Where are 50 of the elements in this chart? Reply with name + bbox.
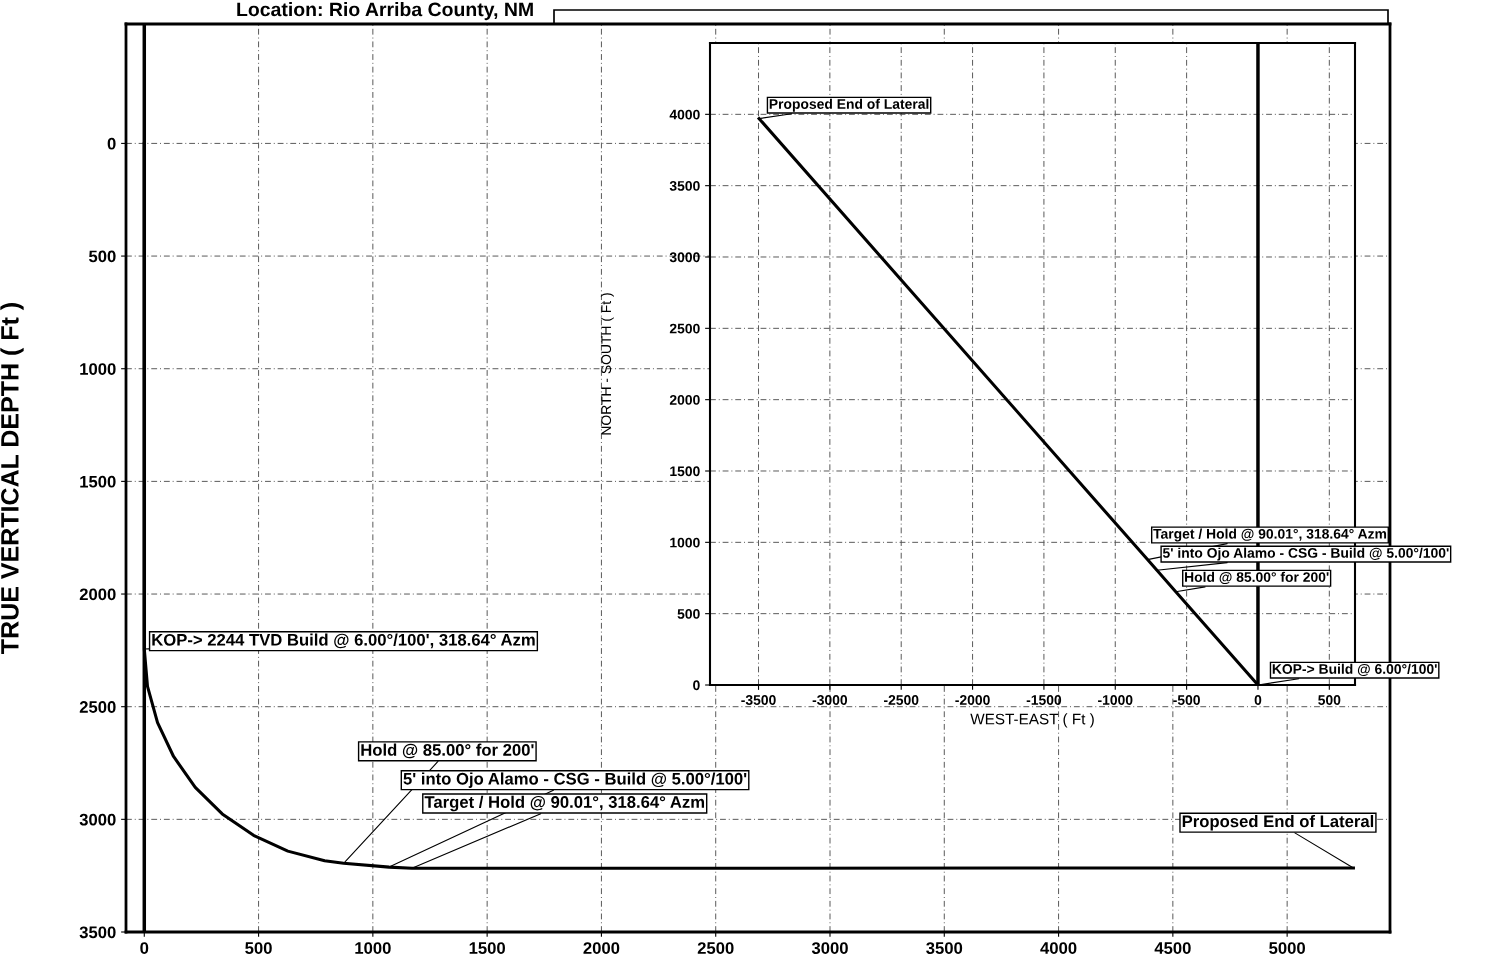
x-tick-label: 500 xyxy=(245,942,272,954)
y-axis-title: TRUE VERTICAL DEPTH ( Ft ) xyxy=(0,303,24,654)
x-tick-label: 3000 xyxy=(811,942,848,954)
annotation: Proposed End of Lateral xyxy=(769,98,929,112)
x-tick-label: -500 xyxy=(1173,695,1200,705)
annotation: KOP-> Build @ 6.00°/100' xyxy=(1272,663,1437,676)
x-tick-label: -3500 xyxy=(741,695,776,705)
x-tick-label: -3000 xyxy=(812,695,848,705)
x-tick-label: 2000 xyxy=(583,942,620,954)
x-tick-label: -2000 xyxy=(955,695,990,705)
annotation: Proposed End of Lateral xyxy=(1182,814,1374,831)
y-tick-label: 3500 xyxy=(669,181,700,191)
y-tick-label: 1000 xyxy=(80,363,116,375)
y-tick-label: 2500 xyxy=(669,323,700,334)
x-tick-label: 1500 xyxy=(469,942,505,954)
x-tick-label: -1000 xyxy=(1098,695,1133,705)
x-tick-label: 4000 xyxy=(1040,942,1077,954)
x-tick-label: 2500 xyxy=(697,942,734,954)
chart-title: Location: Rio Arriba County, NM xyxy=(237,2,533,21)
annotation: Hold @ 85.00° for 200' xyxy=(1185,571,1329,585)
y-tick-label: 3000 xyxy=(669,252,700,263)
x-tick-label: -2500 xyxy=(884,695,919,705)
x-tick-label: 4500 xyxy=(1154,942,1191,954)
x-tick-label: 5000 xyxy=(1269,942,1305,954)
x-tick-label: 500 xyxy=(1318,695,1341,705)
annotation: Hold @ 85.00° for 200' xyxy=(361,743,534,759)
y-tick-label: 3500 xyxy=(79,926,116,939)
y-tick-label: 500 xyxy=(88,250,116,263)
y-tick-label: 0 xyxy=(107,137,116,150)
x-tick-label: 0 xyxy=(1254,695,1262,705)
y-tick-label: 3000 xyxy=(79,813,116,826)
annotation: KOP-> 2244 TVD Build @ 6.00°/100', 318.64° Azm xyxy=(152,633,535,649)
y-axis-title: NORTH - SOUTH ( Ft ) xyxy=(600,293,614,435)
y-tick-label: 1500 xyxy=(80,475,116,488)
y-tick-label: 1000 xyxy=(670,537,700,548)
y-tick-label: 4000 xyxy=(669,109,700,120)
x-axis-title: WEST-EAST ( Ft ) xyxy=(970,713,1094,728)
annotation: 5' into Ojo Alamo - CSG - Build @ 5.00°/100' xyxy=(1162,547,1449,561)
x-tick-label: 3500 xyxy=(926,942,963,954)
y-tick-label: 2000 xyxy=(669,395,700,405)
annotation: Target / Hold @ 90.01°, 318.64° Azm xyxy=(424,795,705,812)
annotation: Target / Hold @ 90.01°, 318.64° Azm xyxy=(1153,528,1387,542)
annotation: 5' into Ojo Alamo - CSG - Build @ 5.00°/100' xyxy=(403,772,747,788)
y-tick-label: 500 xyxy=(677,609,700,619)
x-tick-label: -1500 xyxy=(1026,695,1062,705)
x-tick-label: 1000 xyxy=(355,942,391,954)
y-tick-label: 2000 xyxy=(79,588,116,601)
y-tick-label: 0 xyxy=(693,680,700,691)
y-tick-label: 1500 xyxy=(670,466,700,477)
x-tick-label: 0 xyxy=(140,942,149,954)
